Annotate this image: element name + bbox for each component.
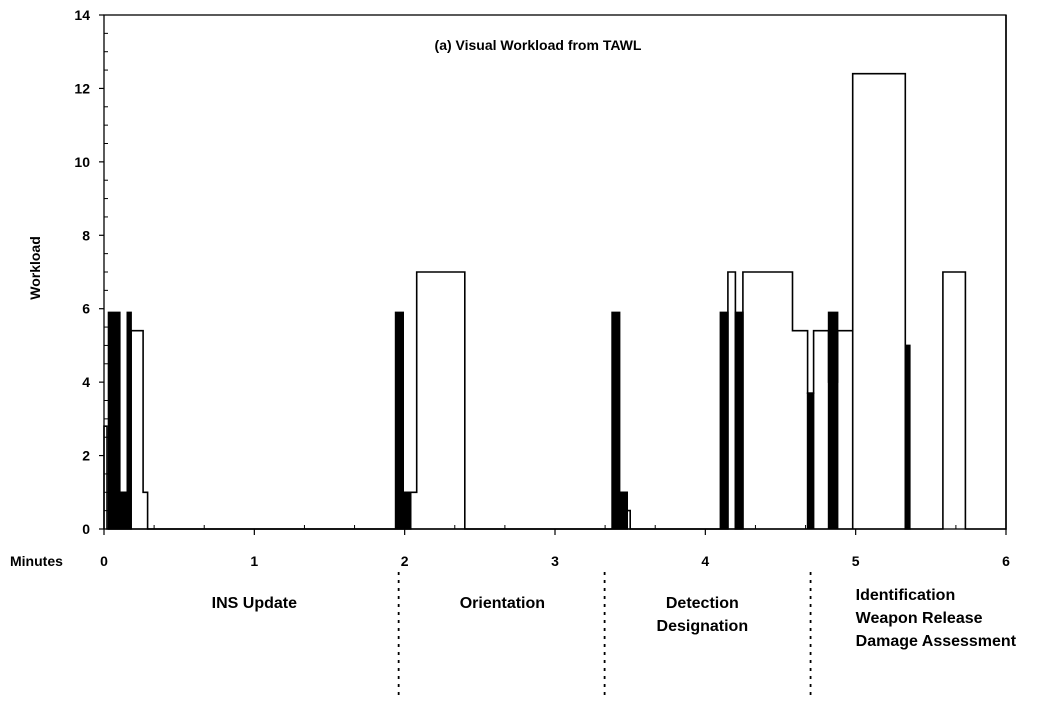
y-tick-label: 0 (82, 521, 90, 537)
phase-boundaries (397, 572, 812, 700)
ticks (99, 14, 1007, 535)
chart-title: (a) Visual Workload from TAWL (435, 37, 642, 53)
phase-label-3: Designation (657, 618, 749, 635)
workload-series-1 (107, 311, 911, 530)
x-tick-label: 4 (701, 553, 709, 569)
y-tick-label: 8 (82, 227, 90, 243)
x-axis-label: Minutes (10, 553, 63, 569)
y-tick-label: 2 (82, 448, 90, 464)
y-tick-label: 14 (74, 7, 90, 23)
y-tick-label: 4 (82, 374, 90, 390)
phase-label-2: Orientation (460, 595, 545, 612)
y-tick-label: 12 (74, 80, 90, 96)
x-tick-label: 3 (551, 553, 559, 569)
plot-frame (103, 14, 1007, 530)
plot-area (103, 14, 1007, 530)
phase-label-4: Identification (856, 587, 956, 604)
phase-labels: INS Update Orientation Detection Designatio… (212, 587, 1017, 650)
outline-series (103, 15, 1007, 530)
y-axis-label: Workload (27, 236, 43, 300)
phase-label-4: Weapon Release (856, 610, 983, 627)
x-tick-label: 2 (401, 553, 409, 569)
x-tick-label: 6 (1002, 553, 1010, 569)
workload-series-2 (103, 15, 1007, 530)
filled-series (107, 311, 911, 530)
x-tick-label: 1 (250, 553, 258, 569)
x-tick-label: 0 (100, 553, 108, 569)
x-tick-label: 5 (852, 553, 860, 569)
phase-label-1: INS Update (212, 595, 297, 612)
y-tick-label: 10 (74, 154, 90, 170)
phase-label-3: Detection (666, 595, 739, 612)
y-tick-label: 6 (82, 301, 90, 317)
phase-label-4: Damage Assessment (856, 633, 1017, 650)
